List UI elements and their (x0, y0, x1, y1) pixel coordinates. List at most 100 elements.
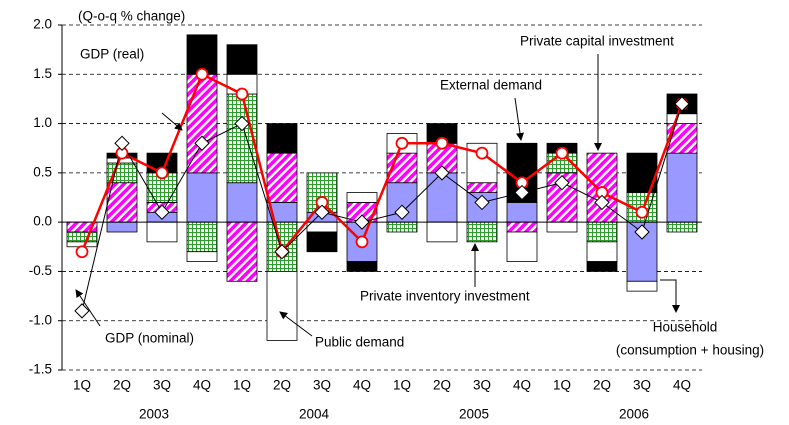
bar-segment (666, 221, 698, 233)
bar-segment (426, 172, 458, 223)
point (435, 136, 449, 150)
annotation: External demand (440, 78, 542, 93)
bar-segment (226, 182, 258, 223)
x-tick-label: 1Q (393, 378, 411, 393)
bar-segment (266, 152, 298, 203)
x-tick-label: 3Q (313, 378, 331, 393)
point (554, 175, 570, 191)
bar-segment (146, 221, 178, 243)
bar-segment (546, 221, 578, 233)
bar-segment (506, 221, 538, 233)
bar-segment (386, 221, 418, 233)
unit-label: (Q-o-q % change) (78, 9, 185, 24)
bar-segment (506, 202, 538, 223)
x-tick-label: 2Q (113, 378, 131, 393)
bar-segment (226, 221, 258, 282)
year-label: 2006 (619, 407, 649, 422)
y-tick-label: -1.5 (29, 362, 52, 377)
bar-segment (306, 231, 338, 253)
x-tick-label: 2Q (433, 378, 451, 393)
x-tick-label: 2Q (593, 378, 611, 393)
arrow (161, 112, 183, 131)
point (195, 67, 209, 81)
point (635, 205, 649, 219)
point (234, 115, 250, 132)
bar-segment (586, 261, 618, 272)
point (394, 204, 410, 220)
point (194, 135, 210, 151)
point (594, 194, 610, 211)
y-tick-label: 0.5 (33, 164, 52, 179)
x-tick-label: 4Q (513, 378, 531, 393)
bar-segment (586, 241, 618, 262)
x-tick-label: 4Q (193, 378, 211, 393)
y-tick-label: 1.0 (33, 115, 52, 130)
x-tick-label: 3Q (473, 378, 491, 393)
bar-segment (186, 73, 218, 174)
x-tick-label: 2Q (273, 378, 291, 393)
bar-segment (186, 172, 218, 223)
point (514, 184, 530, 201)
annotation: Household (653, 320, 718, 335)
arrow (660, 279, 680, 313)
year-label: 2004 (299, 407, 330, 422)
y-tick-label: -0.5 (29, 263, 52, 278)
bar-segment (506, 231, 538, 262)
x-tick-label: 4Q (673, 378, 691, 393)
line (81, 103, 683, 311)
bar-segment (626, 280, 658, 292)
bar-segment (466, 182, 498, 193)
annotation: (consumption + housing) (616, 343, 764, 358)
y-tick-label: -1.0 (29, 312, 52, 327)
x-tick-label: 3Q (633, 378, 651, 393)
bar-segment (426, 221, 458, 243)
x-tick-label: 1Q (73, 378, 91, 393)
arrow (75, 289, 101, 327)
point (474, 194, 490, 211)
point (354, 214, 370, 230)
bar-segment (586, 221, 618, 243)
point (154, 204, 170, 220)
y-tick-label: 2.0 (33, 17, 52, 32)
point (634, 224, 650, 240)
bar-segment (666, 113, 698, 124)
bar-segment (106, 221, 138, 233)
bar-segment (226, 44, 258, 75)
point (674, 96, 690, 112)
x-tick-label: 4Q (353, 378, 371, 393)
y-tick-label: 1.5 (33, 66, 52, 81)
y-tick-label: 0.0 (33, 214, 52, 229)
point (475, 146, 489, 160)
annotation: Public demand (315, 335, 404, 350)
annotation: Private capital investment (520, 34, 674, 49)
x-tick-label: 3Q (153, 378, 171, 393)
point (114, 135, 130, 151)
annotation: GDP (real) (80, 47, 144, 62)
annotation: Private inventory investment (360, 289, 530, 304)
bar-segment (466, 221, 498, 243)
year-label: 2003 (139, 407, 169, 422)
bar-segment (186, 221, 218, 253)
annotation: GDP (nominal) (105, 331, 194, 346)
point (314, 204, 330, 220)
point (555, 146, 569, 160)
point (155, 166, 169, 180)
bar-segment (266, 123, 298, 154)
bar-segment (346, 261, 378, 272)
bar-segment (266, 271, 298, 341)
bar-segment (306, 221, 338, 233)
bar-segment (186, 251, 218, 262)
point (235, 87, 249, 101)
point (74, 303, 90, 319)
bar-segment (106, 182, 138, 223)
bar-segment (346, 192, 378, 203)
year-label: 2005 (459, 407, 489, 422)
bar-segment (666, 152, 698, 223)
arrow (514, 97, 524, 141)
bar-segment (66, 231, 98, 243)
x-tick-label: 1Q (233, 378, 251, 393)
point (395, 136, 409, 150)
x-tick-label: 1Q (553, 378, 571, 393)
point (434, 165, 450, 181)
